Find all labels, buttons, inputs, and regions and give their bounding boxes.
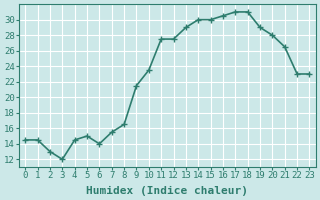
X-axis label: Humidex (Indice chaleur): Humidex (Indice chaleur) — [86, 186, 248, 196]
